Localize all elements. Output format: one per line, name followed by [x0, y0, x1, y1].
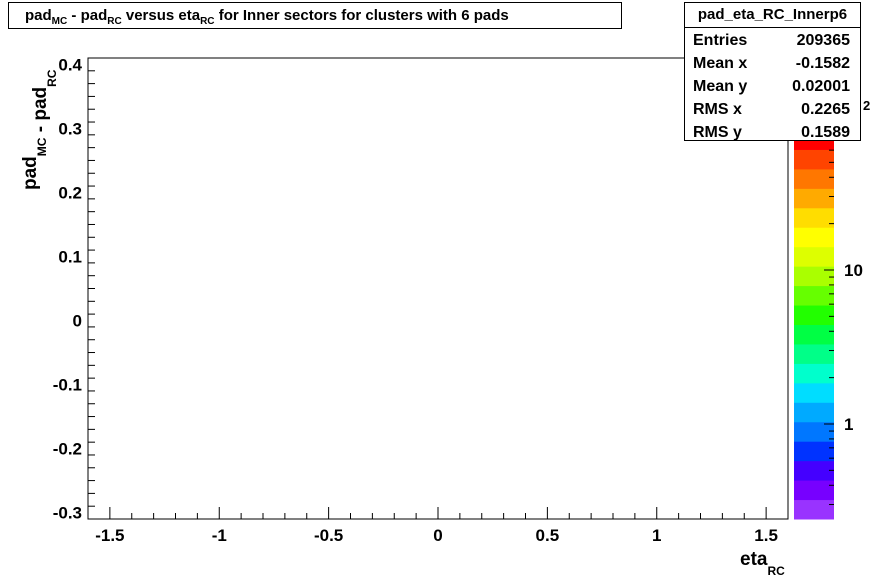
- palette-swatch: [794, 305, 834, 325]
- y-tick-label: 0.3: [58, 119, 82, 138]
- palette-swatch: [794, 325, 834, 345]
- x-tick-label: 1.5: [754, 526, 778, 545]
- palette-swatch: [794, 461, 834, 481]
- x-tick-label: 1: [652, 526, 661, 545]
- y-tick-label: 0.1: [58, 247, 82, 266]
- palette-swatch: [794, 227, 834, 247]
- palette-swatch: [794, 363, 834, 383]
- palette-swatch: [794, 383, 834, 403]
- y-tick-label: 0: [73, 312, 82, 331]
- y-axis-title-sub: RC: [45, 69, 59, 87]
- y-tick-label: -0.3: [53, 504, 82, 523]
- x-tick-label: -1: [212, 526, 227, 545]
- x-axis-title-sub: RC: [767, 564, 785, 578]
- palette-swatch: [794, 208, 834, 228]
- palette-swatch: [794, 188, 834, 208]
- palette-swatch: [794, 169, 834, 189]
- y-axis-title: padMC - padRC: [20, 69, 59, 190]
- palette-swatch: [794, 500, 834, 520]
- palette-swatch: [794, 402, 834, 422]
- x-tick-label: 0.5: [536, 526, 560, 545]
- plot-area: [88, 58, 788, 519]
- x-tick-label: -1.5: [95, 526, 124, 545]
- palette-swatch: [794, 149, 834, 169]
- y-axis-title-sub: MC: [35, 137, 49, 156]
- y-axis-title-part: - pad: [30, 87, 51, 138]
- palette-swatch: [794, 266, 834, 286]
- y-axis-title-part: pad: [20, 156, 41, 190]
- y-tick-label: 0.4: [58, 55, 82, 74]
- palette-swatch: [794, 480, 834, 500]
- palette-swatch: [794, 286, 834, 306]
- y-tick-label: -0.2: [53, 440, 82, 459]
- palette-swatch: [794, 441, 834, 461]
- x-tick-label: 0: [433, 526, 442, 545]
- x-tick-label: -0.5: [314, 526, 343, 545]
- x-axis-title-main: eta: [740, 549, 768, 570]
- y-tick-label: 0.2: [58, 183, 82, 202]
- axes: -1.5 -1 -0.5 0 0.5 1 1.5 -0.3 -0.2 -0.1 0 0.1 0.2 0.3…: [20, 55, 788, 578]
- x-axis-title: etaRC: [740, 549, 785, 578]
- palette-swatch: [794, 422, 834, 442]
- y-tick-label: -0.1: [53, 376, 82, 395]
- palette-swatch: [794, 344, 834, 364]
- palette-swatch: [794, 247, 834, 267]
